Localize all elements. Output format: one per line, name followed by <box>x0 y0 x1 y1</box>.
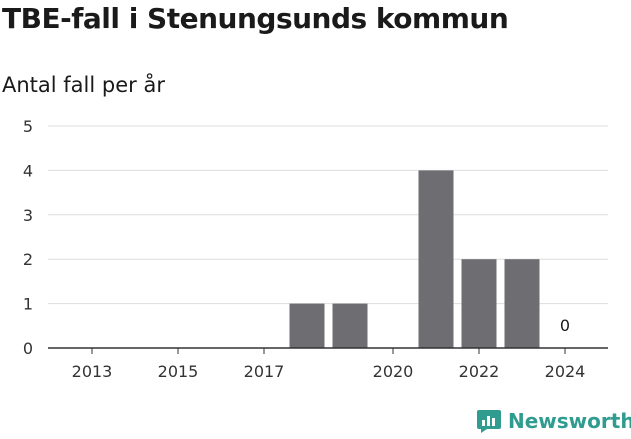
chart-subtitle: Antal fall per år <box>2 73 165 97</box>
chart-title: TBE-fall i Stenungsunds kommun <box>2 2 509 35</box>
bar-2021 <box>418 170 454 348</box>
y-tick-label: 0 <box>23 339 33 358</box>
x-tick-label: 2020 <box>373 362 414 381</box>
x-tick-label: 2024 <box>545 362 586 381</box>
brand-name: Newsworthy <box>508 409 631 433</box>
newsworthy-logo-icon <box>477 410 501 433</box>
y-tick-label: 1 <box>23 295 33 314</box>
x-tick-label: 2017 <box>244 362 285 381</box>
x-tick-label: 2015 <box>158 362 199 381</box>
y-tick-label: 5 <box>23 117 33 136</box>
brand-logo: Newsworthy <box>476 408 631 434</box>
bar-2019 <box>332 303 368 348</box>
bar-chart: 0 1 2 3 4 5 2013 2015 2017 2020 2022 2024 0 <box>23 117 608 381</box>
y-tick-label: 4 <box>23 161 33 180</box>
x-tick-label: 2013 <box>72 362 113 381</box>
bar-2018 <box>289 303 325 348</box>
y-tick-label: 2 <box>23 250 33 269</box>
x-tick-label: 2022 <box>459 362 500 381</box>
data-label-2024: 0 <box>560 316 570 335</box>
y-tick-label: 3 <box>23 206 33 225</box>
bar-2022 <box>461 259 497 348</box>
bar-2023 <box>504 259 540 348</box>
